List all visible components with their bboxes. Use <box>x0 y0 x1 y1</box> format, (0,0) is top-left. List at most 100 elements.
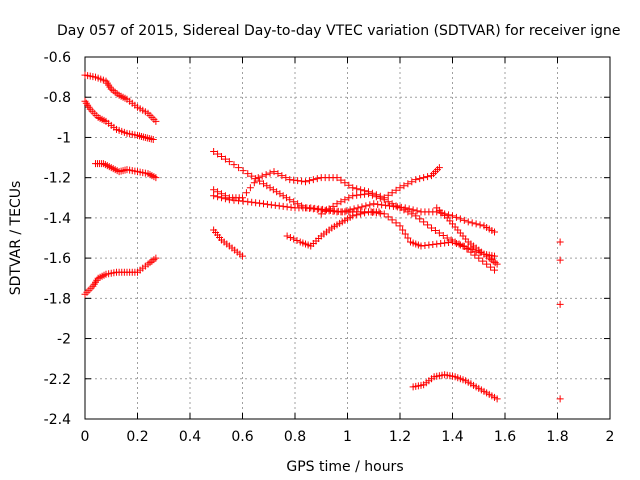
data-point <box>471 251 479 259</box>
data-point <box>252 199 260 207</box>
data-point <box>244 170 252 178</box>
data-point <box>260 200 267 208</box>
data-point <box>349 184 357 192</box>
data-point <box>412 176 420 184</box>
data-point <box>392 186 400 194</box>
data-point <box>463 245 471 253</box>
grid <box>85 57 610 419</box>
data-point <box>370 200 378 208</box>
data-point <box>248 172 256 180</box>
data-point <box>283 232 291 240</box>
data-point <box>152 254 160 262</box>
data-point <box>368 208 376 216</box>
data-point <box>380 210 388 218</box>
data-point <box>311 204 319 212</box>
data-point <box>382 201 390 209</box>
data-point <box>246 184 254 192</box>
data-point <box>279 202 287 210</box>
y-tick-label: -2.2 <box>44 372 71 388</box>
data-point <box>239 194 246 202</box>
data-points <box>81 71 564 403</box>
data-point <box>361 209 369 217</box>
data-point <box>286 196 294 204</box>
data-point <box>384 213 392 221</box>
y-axis-label: SDTVAR / TECUs <box>8 181 24 296</box>
data-point <box>152 174 160 182</box>
data-point <box>353 211 361 219</box>
chart-title: Day 057 of 2015, Sidereal Day-to-day VTE… <box>57 23 620 39</box>
y-tick-label: -2.4 <box>44 412 71 428</box>
data-point <box>435 229 443 237</box>
data-point <box>396 204 404 212</box>
data-point <box>326 206 334 214</box>
data-point <box>235 164 243 172</box>
data-point <box>337 176 345 184</box>
data-point <box>354 204 362 212</box>
data-point <box>283 203 291 211</box>
data-point <box>239 197 247 205</box>
x-tick-label: 1.2 <box>389 429 411 445</box>
data-point <box>556 300 564 308</box>
y-tick-label: -1.2 <box>44 171 71 187</box>
data-point <box>372 193 380 201</box>
data-point <box>346 206 354 214</box>
y-tick-label: -1 <box>57 130 71 146</box>
data-point <box>287 203 295 211</box>
data-point <box>425 241 433 249</box>
series-arc-k <box>433 204 501 268</box>
data-point <box>267 201 275 209</box>
data-point <box>210 186 218 194</box>
series-arc-e <box>210 148 383 216</box>
x-tick-label: 0 <box>81 429 90 445</box>
data-point <box>472 220 480 228</box>
series-arc-c <box>92 160 160 182</box>
data-point <box>341 196 349 204</box>
y-tick-label: -0.6 <box>44 50 71 66</box>
data-point <box>248 198 256 206</box>
data-point <box>366 201 374 209</box>
data-point <box>408 178 416 186</box>
data-point <box>413 207 421 215</box>
data-point <box>493 260 501 268</box>
data-point <box>401 230 409 238</box>
series-arc-h <box>210 226 246 260</box>
data-point <box>274 170 282 178</box>
data-point <box>468 219 476 227</box>
data-point <box>313 175 321 183</box>
data-point <box>556 238 564 246</box>
data-point <box>374 200 382 208</box>
data-point <box>271 201 279 209</box>
data-point <box>428 224 435 232</box>
data-point <box>337 198 345 206</box>
data-point <box>404 208 412 216</box>
data-point <box>286 176 294 184</box>
data-point <box>302 178 309 186</box>
data-point <box>396 184 404 192</box>
data-point <box>556 395 564 403</box>
data-point <box>449 212 456 220</box>
data-point <box>290 198 298 206</box>
data-point <box>431 226 439 234</box>
x-tick-label: 2 <box>606 429 615 445</box>
data-point <box>152 117 160 125</box>
data-point <box>290 176 298 184</box>
data-point <box>483 260 491 268</box>
data-point <box>400 182 408 190</box>
data-point <box>230 196 238 204</box>
data-point <box>256 199 264 207</box>
data-point <box>447 236 455 244</box>
series-arc-d <box>81 254 160 298</box>
y-tick-label: -2 <box>57 332 71 348</box>
y-tick-label: -1.8 <box>44 291 71 307</box>
data-point <box>294 177 302 185</box>
data-point <box>408 210 416 218</box>
data-point <box>388 216 396 224</box>
data-point <box>435 164 443 172</box>
data-point <box>388 200 396 208</box>
data-point <box>424 221 432 229</box>
x-axis-label: GPS time / hours <box>286 459 403 475</box>
data-point <box>342 207 350 215</box>
data-point <box>433 240 441 248</box>
data-point <box>452 213 460 221</box>
data-point <box>235 197 243 205</box>
